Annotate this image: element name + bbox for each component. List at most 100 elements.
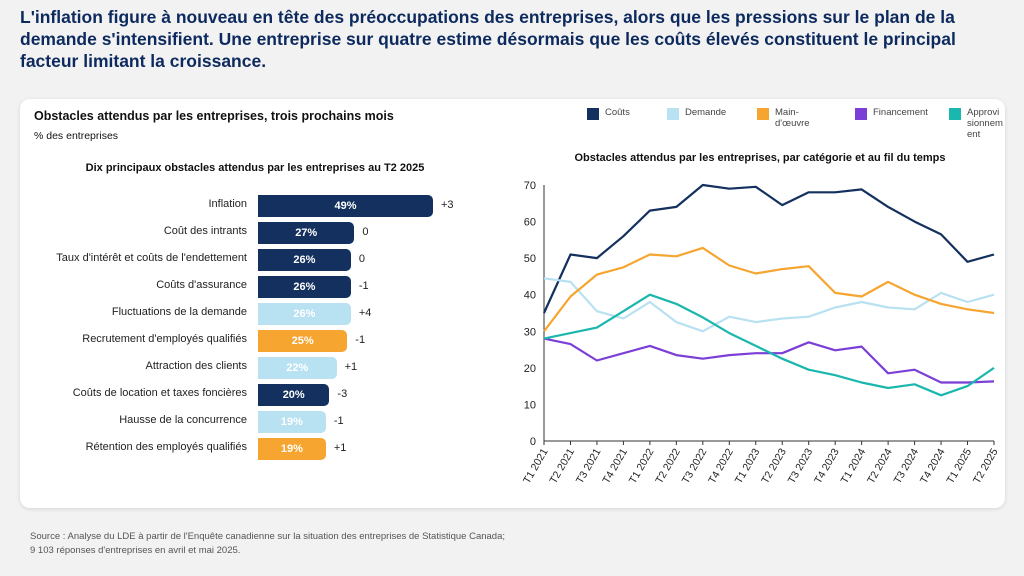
bar-change-label: -1 [355, 334, 366, 346]
legend-item: Demande [667, 107, 733, 120]
source-line-2: 9 103 réponses d'entreprises en avril et… [30, 545, 241, 556]
x-tick-label: T2 2024 [865, 446, 895, 486]
bar: 27% [258, 222, 355, 244]
bar-change-label: +4 [358, 307, 372, 319]
bar-value-label: 26% [293, 308, 316, 320]
y-tick-label: 50 [524, 253, 536, 265]
legend-label: Financement [873, 107, 928, 118]
bar-category-label: Taux d'intérêt et coûts de l'endettement [56, 252, 247, 264]
bar-category-label: Fluctuations de la demande [111, 306, 247, 318]
bar-row: Coût des intrants 27% 0 [20, 222, 490, 244]
legend-label: Coûts [605, 107, 630, 118]
x-tick-label: T1 2025 [944, 446, 974, 486]
bar: 19% [258, 438, 326, 460]
bar-row: Attraction des clients 22% +1 [20, 357, 490, 379]
bar-value-label: 27% [295, 227, 318, 239]
bar: 25% [258, 330, 348, 352]
legend-label: Main-d'œuvre [775, 107, 810, 129]
legend-swatch [949, 108, 961, 120]
bar: 20% [258, 384, 330, 406]
bar-category-label: Attraction des clients [145, 360, 248, 372]
bar-category-label: Recrutement d'employés qualifiés [82, 333, 247, 345]
x-tick-label: T2 2021 [547, 446, 577, 486]
x-tick-label: T1 2022 [627, 446, 657, 486]
y-tick-label: 10 [524, 399, 536, 411]
bar-change-label: -1 [333, 415, 344, 427]
bar-value-label: 49% [334, 200, 357, 212]
legend: Coûts Demande Main-d'œuvre Financement Appro… [587, 107, 1003, 147]
bar-category-label: Coûts d'assurance [156, 279, 247, 291]
bar: 26% [258, 276, 351, 298]
bar-value-label: 20% [282, 389, 305, 401]
legend-label: Demande [685, 107, 727, 118]
x-tick-label: T2 2023 [759, 446, 789, 486]
bar-change-label: -1 [358, 280, 369, 292]
bar-category-label: Rétention des employés qualifiés [85, 441, 247, 453]
x-tick-label: T3 2021 [574, 446, 604, 486]
x-tick-label: T3 2022 [680, 446, 710, 486]
x-tick-label: T3 2024 [892, 446, 922, 486]
legend-swatch [855, 108, 867, 120]
source-line-1: Source : Analyse du LDE à partir de l'En… [30, 531, 505, 542]
bar-category-label: Coûts de location et taxes foncières [72, 387, 247, 399]
source-note: Source : Analyse du LDE à partir de l'En… [30, 530, 505, 558]
y-tick-label: 60 [524, 217, 536, 229]
bar-row: Inflation 49% +3 [20, 195, 490, 217]
y-tick-label: 20 [524, 363, 536, 375]
bar: 26% [258, 303, 351, 325]
x-tick-label: T1 2023 [733, 446, 763, 486]
series-line [543, 277, 995, 333]
bar-category-label: Hausse de la concurrence [119, 414, 247, 426]
bar-value-label: 26% [293, 254, 316, 266]
bar-row: Taux d'intérêt et coûts de l'endettement… [20, 249, 490, 271]
x-tick-label: T1 2024 [839, 446, 869, 486]
bar-value-label: 19% [280, 443, 303, 455]
bar-row: Recrutement d'employés qualifiés 25% -1 [20, 330, 490, 352]
bar: 22% [258, 357, 337, 379]
y-tick-label: 0 [530, 436, 536, 448]
bar-row: Coûts de location et taxes foncières 20% -… [20, 384, 490, 406]
series-line [542, 183, 995, 314]
bar-chart-title: Dix principaux obstacles attendus par le… [85, 162, 425, 174]
bar-change-label: -3 [337, 388, 348, 400]
bar-row: Fluctuations de la demande 26% +4 [20, 303, 490, 325]
chart-card: Obstacles attendus par les entreprises, … [20, 99, 1005, 508]
line-chart-title: Obstacles attendus par les entreprises, … [574, 152, 946, 164]
x-tick-label: T2 2022 [653, 446, 683, 486]
x-tick-label: T2 2025 [971, 446, 1000, 486]
legend-item: Approvi sionnem ent [949, 107, 1003, 140]
bar-change-label: 0 [358, 253, 365, 265]
legend-swatch [757, 108, 769, 120]
bar-change-label: 0 [362, 226, 369, 238]
bar-change-label: +3 [441, 199, 454, 211]
bar-value-label: 22% [286, 362, 309, 374]
x-tick-label: T4 2021 [600, 446, 630, 486]
bar-category-label: Coût des intrants [163, 225, 247, 237]
y-tick-label: 70 [524, 180, 536, 192]
legend-swatch [667, 108, 679, 120]
y-tick-label: 40 [524, 290, 536, 302]
card-title: Obstacles attendus par les entreprises, … [34, 109, 394, 123]
bar-value-label: 26% [293, 281, 316, 293]
bar: 49% [258, 195, 433, 217]
y-tick-label: 30 [524, 326, 536, 338]
card-subtitle: % des entreprises [34, 130, 119, 142]
x-tick-label: T1 2021 [521, 446, 551, 486]
x-tick-label: T4 2024 [918, 446, 948, 486]
bar-row: Coûts d'assurance 26% -1 [20, 276, 490, 298]
legend-item: Coûts [587, 107, 641, 120]
bar-change-label: +1 [344, 361, 358, 373]
legend-item: Financement [855, 107, 929, 120]
bar-value-label: 25% [291, 335, 314, 347]
bar-value-label: 19% [280, 416, 303, 428]
x-tick-label: T4 2022 [706, 446, 736, 486]
bar: 26% [258, 249, 351, 271]
legend-label: Approvi sionnem ent [967, 107, 1003, 140]
legend-swatch [587, 108, 599, 120]
headline: L'inflation figure à nouveau en tête des… [20, 7, 956, 71]
x-tick-label: T4 2023 [812, 446, 842, 486]
bar: 19% [258, 411, 326, 433]
legend-item: Main-d'œuvre [757, 107, 815, 129]
bar-category-label: Inflation [208, 198, 247, 210]
